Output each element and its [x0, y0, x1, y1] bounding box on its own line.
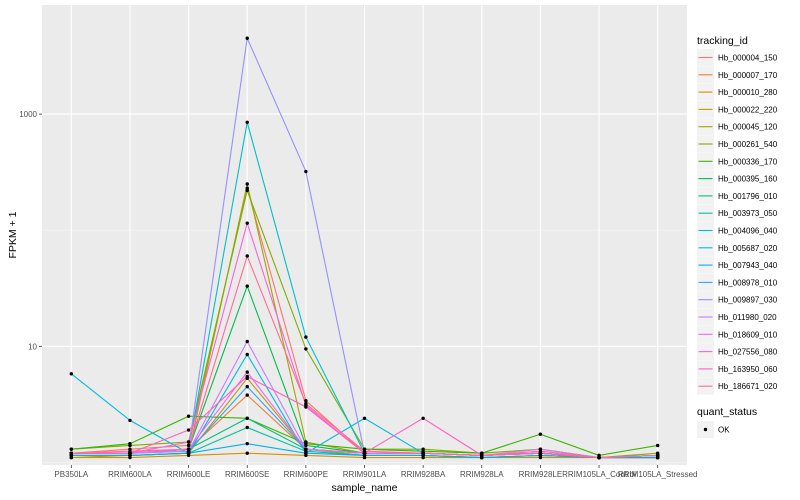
data-point	[245, 384, 249, 389]
data-point	[655, 453, 660, 458]
data-point	[421, 451, 425, 455]
legend-label: Hb_001796_010	[718, 192, 778, 201]
data-point	[304, 405, 308, 409]
legend-label: Hb_011980_020	[718, 313, 777, 322]
data-point	[362, 416, 367, 420]
data-point	[186, 414, 191, 418]
data-point	[245, 221, 249, 225]
x-tick-label: RRIM928LA	[460, 470, 504, 479]
legend-label: Hb_008978_010	[718, 278, 778, 287]
legend-label: Hb_003973_050	[718, 209, 778, 218]
legend-label: Hb_007943_040	[718, 261, 778, 270]
data-point	[362, 449, 367, 453]
data-point	[304, 451, 308, 455]
x-tick-label: PB350LA	[54, 470, 88, 479]
legend-label: Hb_000004_150	[718, 54, 778, 63]
y-tick-label: 10	[28, 342, 37, 351]
x-tick-label: RRIM600LE	[167, 470, 211, 479]
x-axis-title: sample_name	[332, 482, 398, 494]
data-point	[245, 416, 249, 420]
data-point	[245, 370, 249, 374]
legend-label: Hb_186671_020	[718, 382, 778, 391]
data-point	[538, 432, 543, 436]
data-point	[421, 416, 425, 420]
data-point	[304, 169, 308, 174]
y-axis-title: FPKM + 1	[7, 211, 19, 258]
data-point	[128, 449, 132, 453]
data-point	[597, 455, 601, 460]
data-point	[245, 393, 249, 397]
legend-label: Hb_005687_020	[718, 244, 778, 253]
data-point	[186, 440, 191, 444]
data-point	[245, 254, 249, 258]
x-tick-label: RRIM928BA	[401, 470, 446, 479]
data-point	[538, 449, 543, 453]
shape-legend-point	[703, 427, 708, 432]
legend-label: Hb_009897_030	[718, 296, 778, 305]
x-tick-label: RRIM600PE	[284, 470, 328, 479]
data-point	[245, 284, 249, 288]
legend-label: Hb_000261_540	[718, 140, 778, 149]
data-point	[69, 451, 74, 455]
data-point	[304, 443, 308, 448]
data-point	[655, 443, 660, 448]
data-point	[245, 441, 249, 446]
legend-label: Hb_027556_080	[718, 348, 778, 357]
data-point	[245, 451, 249, 455]
shape-legend-title: quant_status	[697, 406, 757, 418]
legend-label: Hb_000010_280	[718, 88, 778, 97]
data-point	[69, 447, 74, 451]
data-point	[245, 182, 249, 186]
data-point	[304, 399, 308, 403]
legend-label: Hb_000045_120	[718, 123, 778, 132]
data-point	[304, 347, 308, 351]
legend-label: Hb_004096_040	[718, 227, 778, 236]
grid-major	[42, 5, 687, 465]
data-point	[304, 335, 308, 339]
legend-label: Hb_163950_060	[718, 365, 778, 374]
data-point	[245, 425, 249, 430]
x-tick-label: RRIM928LE	[519, 470, 563, 479]
data-point	[304, 447, 308, 451]
x-axis: PB350LA RRIM600LA RRIM600LE RRIM600SE RRIM60…	[54, 465, 697, 479]
data-point	[245, 374, 249, 379]
data-point	[245, 339, 249, 344]
shape-legend: OK	[697, 421, 730, 438]
data-point	[304, 402, 308, 406]
data-point	[245, 36, 249, 40]
data-point	[186, 428, 191, 432]
y-axis: 10 1000	[19, 110, 42, 351]
x-tick-label: RRIM600LA	[108, 470, 152, 479]
legend-title: tracking_id	[697, 35, 748, 47]
legend-label: Hb_000007_170	[718, 71, 778, 80]
data-point	[186, 447, 191, 451]
data-point	[480, 453, 484, 458]
shape-legend-label: OK	[718, 426, 730, 435]
data-point	[245, 352, 249, 357]
x-tick-label: RRIM600SE	[225, 470, 269, 479]
x-tick-label: RRIM901LA	[343, 470, 387, 479]
data-point	[128, 418, 132, 423]
legend-label: Hb_000022_220	[718, 105, 778, 114]
data-point	[69, 372, 74, 376]
data-point	[245, 120, 249, 124]
legend-label: Hb_000395_160	[718, 175, 778, 184]
legend-label: Hb_000336_170	[718, 157, 778, 166]
legend: Hb_000004_150 Hb_000007_170 Hb_000010_280 H…	[697, 49, 778, 395]
x-tick-label: RRIM105LA_Control	[562, 470, 636, 479]
data-point	[245, 188, 249, 193]
data-point	[128, 441, 132, 446]
x-tick-label: RRIM105LA_Stressed	[618, 470, 698, 479]
data-points	[69, 36, 660, 460]
data-point	[186, 443, 191, 448]
y-tick-label: 1000	[19, 110, 37, 119]
legend-label: Hb_018609_010	[718, 330, 778, 339]
